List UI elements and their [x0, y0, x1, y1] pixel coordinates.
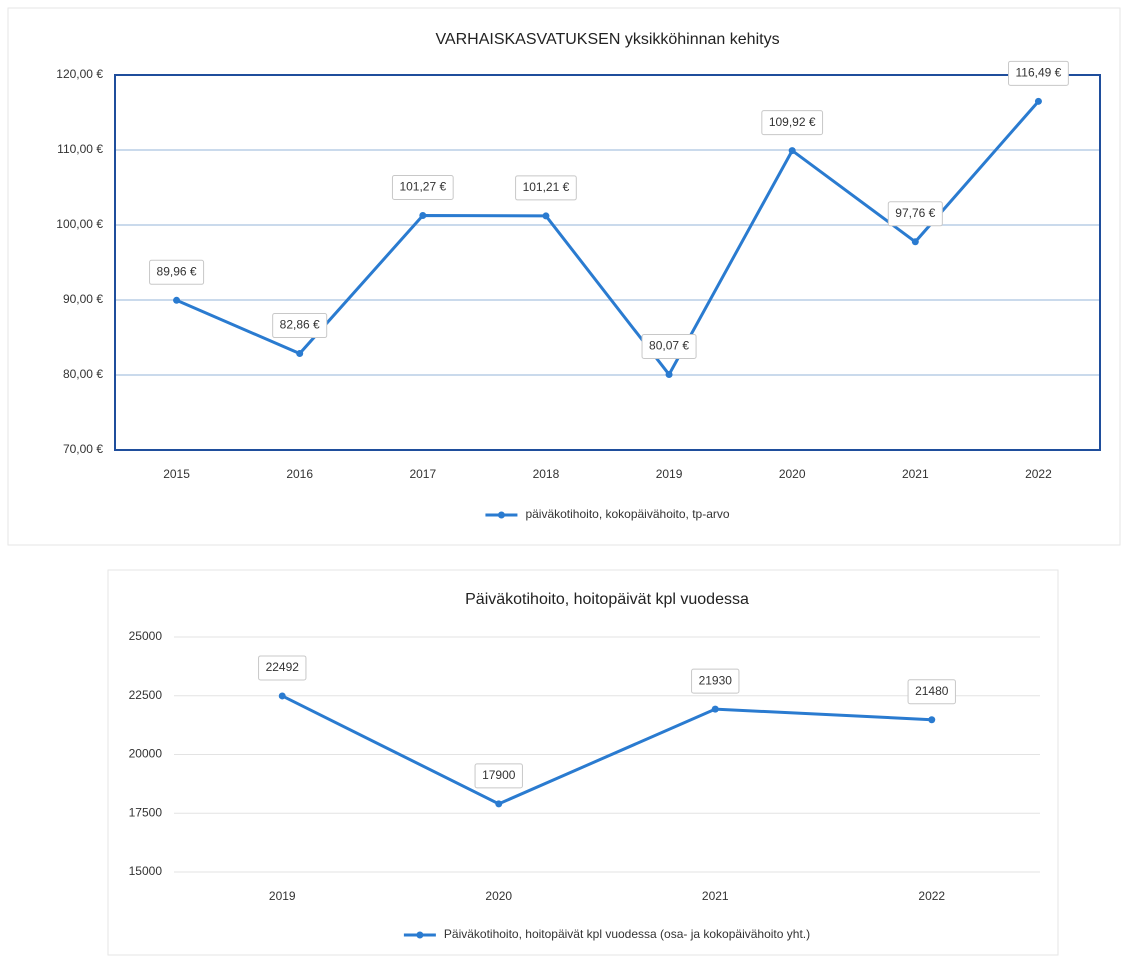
- legend-marker: [416, 931, 424, 939]
- x-tick-label: 2019: [656, 467, 683, 481]
- data-label-box: [761, 110, 824, 136]
- y-tick-label: 80,00 €: [63, 367, 103, 381]
- data-label: 101,27 €: [399, 180, 446, 194]
- data-label-box: [907, 679, 956, 705]
- plot-frame: [114, 74, 1101, 451]
- legend-marker: [497, 511, 505, 519]
- y-tick-label: 22500: [129, 688, 163, 702]
- line: [281, 694, 932, 806]
- data-label: 82,86 €: [280, 318, 320, 332]
- y-tick-label: 20000: [129, 747, 163, 761]
- y-tick-label: 120,00 €: [56, 67, 103, 81]
- data-label-box: [887, 201, 943, 227]
- data-label: 109,92 €: [769, 115, 816, 129]
- y-tick-label: 17500: [129, 805, 163, 819]
- chart-title: Päiväkotihoito, hoitopäivät kpl vuodessa: [465, 591, 749, 608]
- point: [419, 211, 427, 219]
- point: [173, 296, 181, 304]
- chart-frame: [107, 569, 1059, 956]
- point: [911, 238, 919, 246]
- x-tick-label: 2018: [533, 467, 560, 481]
- data-label-box: [691, 668, 740, 694]
- point: [928, 716, 936, 724]
- data-label: 101,21 €: [523, 180, 570, 194]
- y-tick-label: 110,00 €: [57, 142, 103, 156]
- x-tick-label: 2020: [485, 889, 512, 903]
- data-label-box: [1008, 60, 1069, 86]
- legend-label: Päiväkotihoito, hoitopäivät kpl vuodessa…: [444, 927, 810, 941]
- y-tick-label: 90,00 €: [63, 292, 103, 306]
- data-label-box: [149, 259, 205, 285]
- point: [711, 705, 719, 713]
- data-label-box: [515, 175, 577, 201]
- data-label-box: [641, 333, 697, 359]
- data-label-box: [272, 313, 328, 339]
- x-tick-label: 2019: [269, 889, 296, 903]
- data-label: 97,76 €: [895, 206, 935, 220]
- chart-title: VARHAISKASVATUKSEN yksikköhinnan kehitys: [435, 31, 779, 48]
- data-label-box: [391, 174, 454, 200]
- x-tick-label: 2016: [286, 467, 313, 481]
- y-tick-label: 25000: [129, 629, 163, 643]
- x-tick-label: 2021: [702, 889, 729, 903]
- y-tick-label: 100,00 €: [56, 217, 103, 231]
- data-label-box: [258, 655, 307, 681]
- point: [1034, 97, 1042, 105]
- y-tick-label: 15000: [129, 864, 163, 878]
- data-label: 89,96 €: [157, 264, 197, 278]
- data-label: 21930: [699, 673, 733, 687]
- x-tick-label: 2017: [409, 467, 436, 481]
- point: [788, 147, 796, 155]
- data-label: 116,49 €: [1016, 65, 1062, 79]
- x-tick-label: 2021: [902, 467, 929, 481]
- x-tick-label: 2022: [1025, 467, 1052, 481]
- y-tick-label: 70,00 €: [63, 442, 103, 456]
- x-tick-label: 2015: [163, 467, 190, 481]
- point: [296, 350, 304, 358]
- data-label: 80,07 €: [649, 339, 689, 353]
- point: [278, 692, 286, 700]
- point: [495, 800, 503, 808]
- x-tick-label: 2020: [779, 467, 806, 481]
- data-label-box: [474, 763, 523, 789]
- point: [542, 212, 550, 220]
- data-label: 21480: [915, 684, 949, 698]
- point: [665, 370, 673, 378]
- legend-label: päiväkotihoito, kokopäivähoito, tp-arvo: [525, 507, 729, 521]
- x-tick-label: 2022: [918, 889, 945, 903]
- data-label: 17900: [482, 768, 516, 782]
- data-label: 22492: [266, 660, 300, 674]
